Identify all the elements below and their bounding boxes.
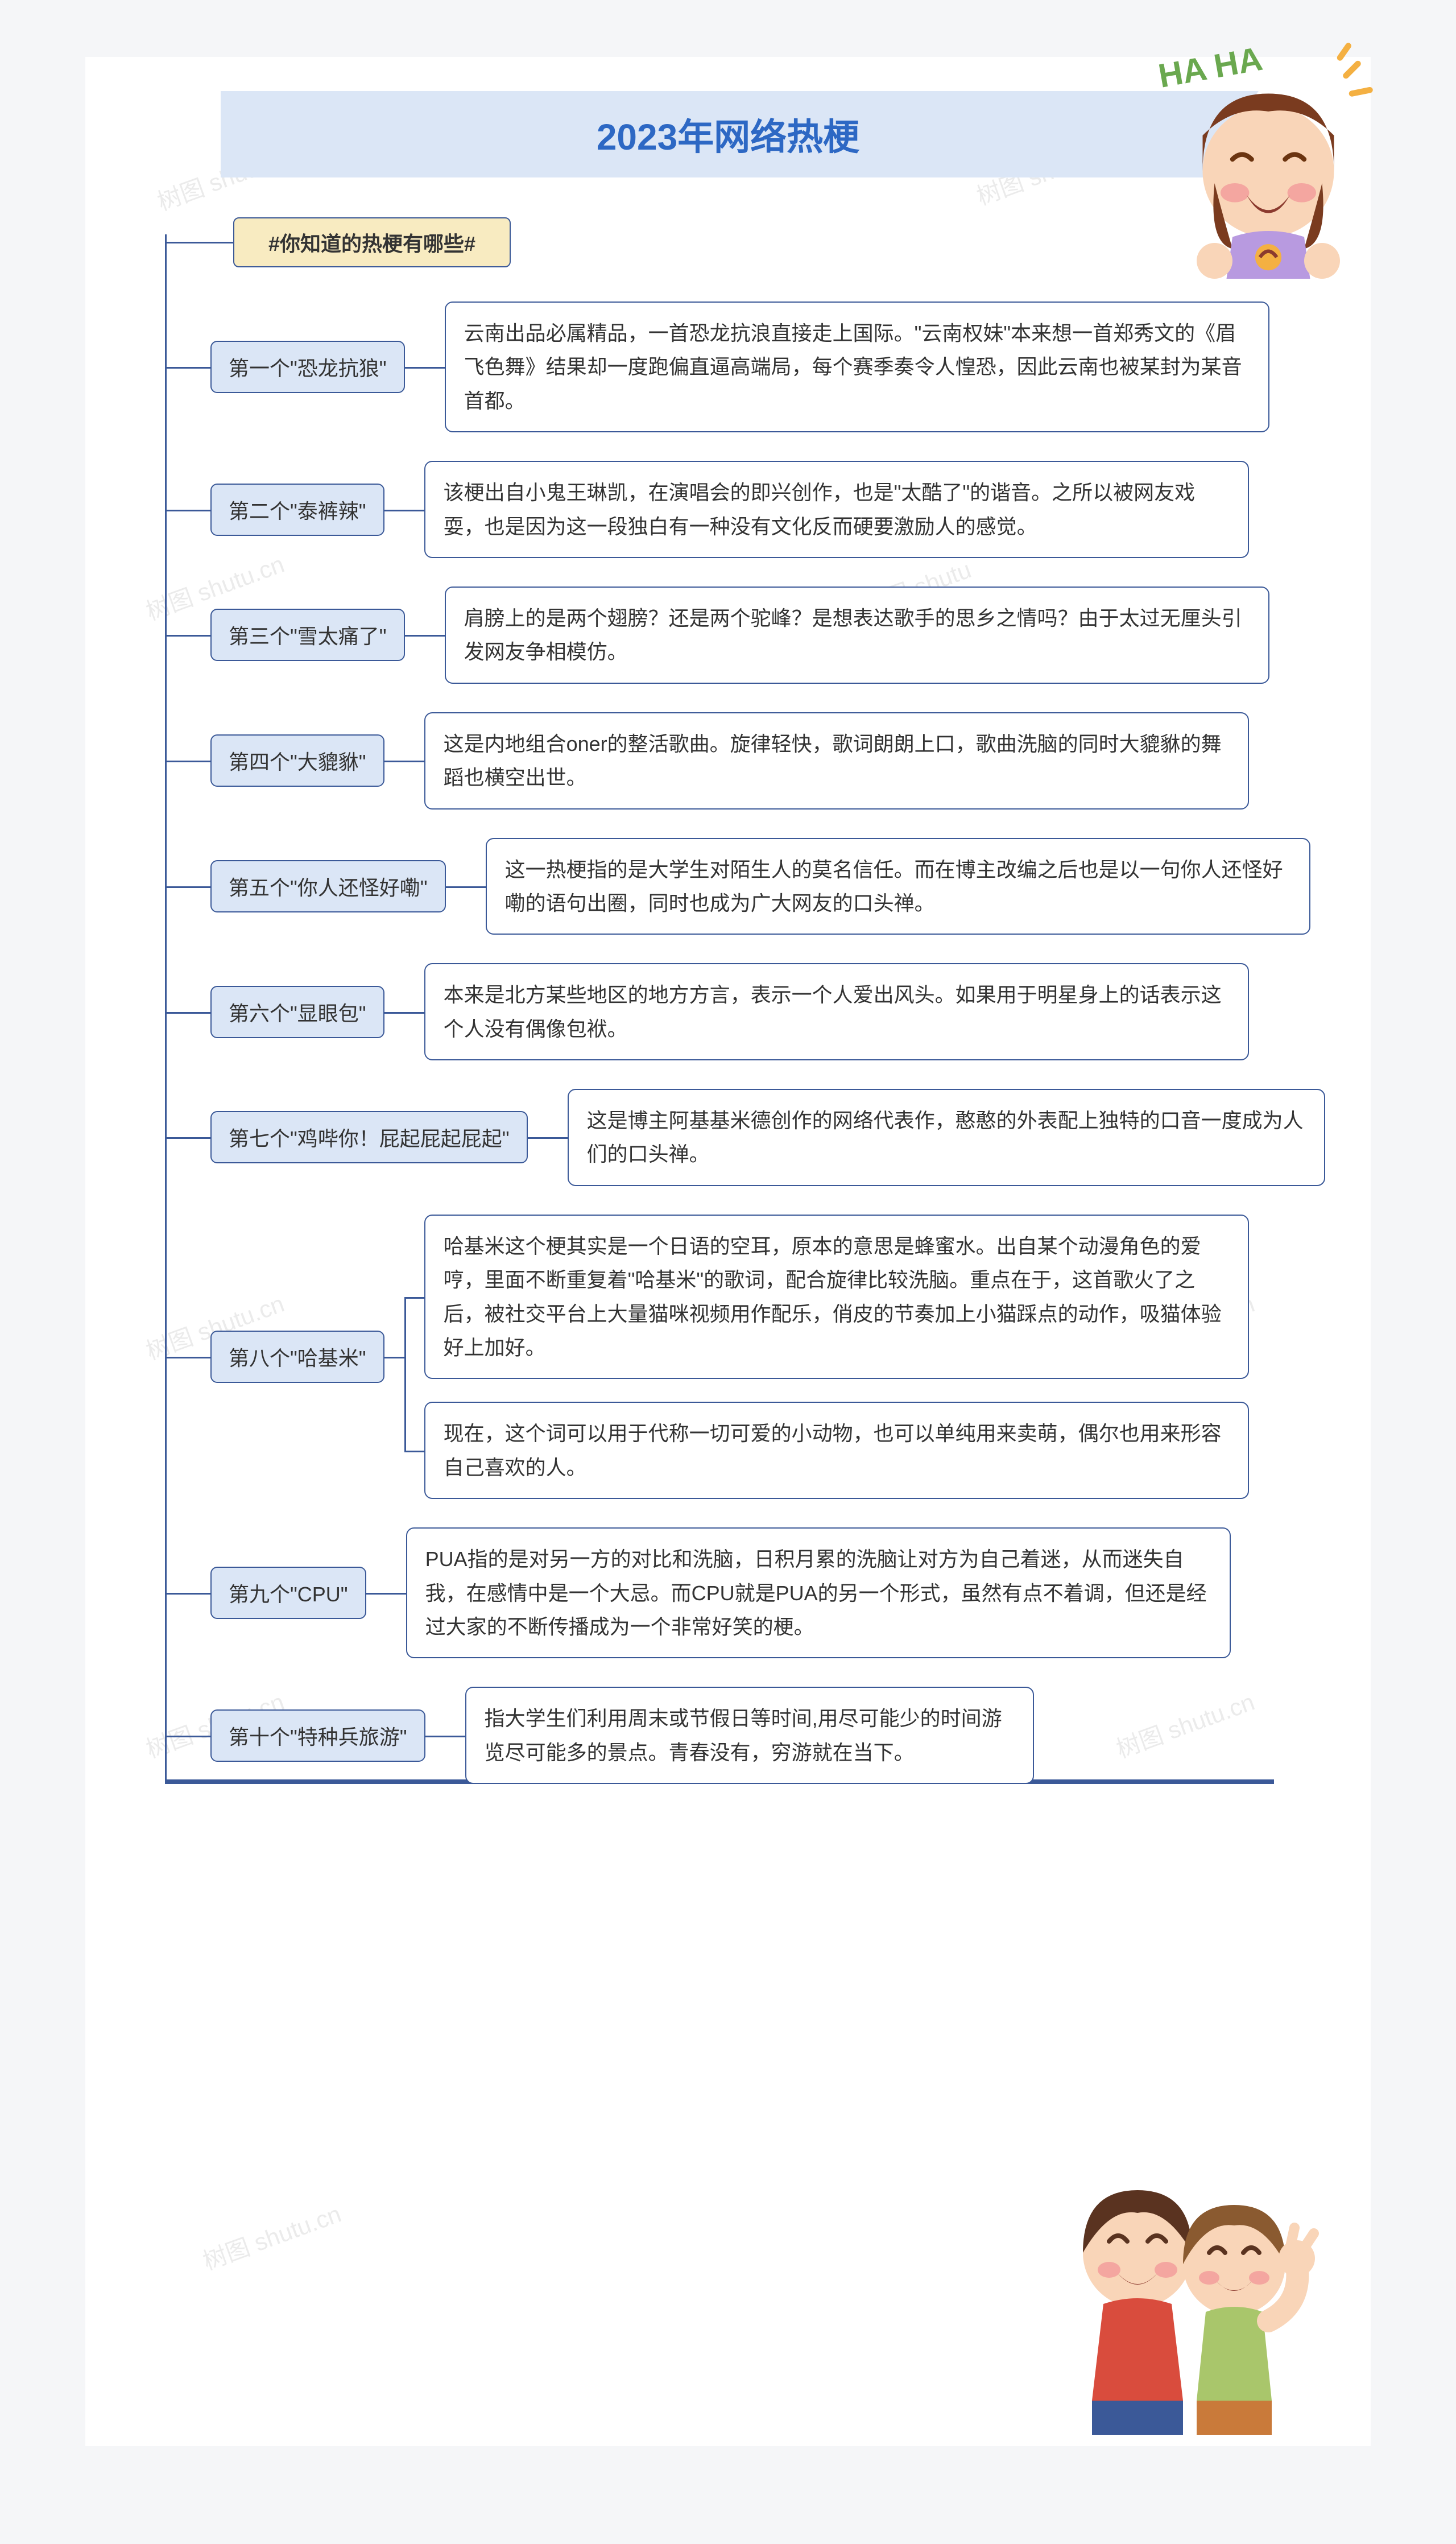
desc-column: 肩膀上的是两个翅膀？还是两个驼峰？是想表达歌手的思乡之情吗？由于太过无厘头引发网… xyxy=(445,587,1325,684)
desc-column: 本来是北方某些地区的地方方言，表示一个人爱出风头。如果用于明星身上的话表示这个人… xyxy=(424,963,1325,1060)
item-description: 云南出品必属精品，一首恐龙抗浪直接走上国际。"云南权妹"本来想一首郑秀文的《眉飞… xyxy=(445,302,1269,432)
desc-column: 哈基米这个梗其实是一个日语的空耳，原本的意思是蜂蜜水。出自某个动漫角色的爱哼，里… xyxy=(424,1215,1325,1499)
connector-line xyxy=(165,963,210,1060)
subtitle-box: #你知道的热梗有哪些# xyxy=(233,217,511,267)
item-description: 本来是北方某些地区的地方方言，表示一个人爱出风头。如果用于明星身上的话表示这个人… xyxy=(424,963,1249,1060)
watermark: 树图 shutu.cn xyxy=(197,2195,345,2277)
item-description: 该梗出自小鬼王琳凯，在演唱会的即兴创作，也是"太酷了"的谐音。之所以被网友戏耍，… xyxy=(424,461,1249,558)
item-label: 第五个"你人还怪好嘞" xyxy=(210,860,446,912)
connector-line xyxy=(366,1527,406,1658)
tree-item-row: 第七个"鸡哔你！屁起屁起屁起" 这是博主阿基基米德创作的网络代表作，憨憨的外表配上… xyxy=(176,1089,1325,1186)
tree-item-row: 第二个"泰裤辣" 该梗出自小鬼王琳凯，在演唱会的即兴创作，也是"太酷了"的谐音。之… xyxy=(176,461,1325,558)
tree-item-row: 第十个"特种兵旅游" 指大学生们利用周末或节假日等时间,用尽可能少的时间游览尽可能… xyxy=(176,1687,1325,1784)
item-label: 第四个"大貔貅" xyxy=(210,734,384,787)
item-description: 这是博主阿基基米德创作的网络代表作，憨憨的外表配上独特的口音一度成为人们的口头禅… xyxy=(568,1089,1325,1186)
item-label: 第九个"CPU" xyxy=(210,1567,366,1619)
item-label: 第七个"鸡哔你！屁起屁起屁起" xyxy=(210,1111,528,1163)
tree-item-row: 第四个"大貔貅" 这是内地组合oner的整活歌曲。旋律轻快，歌词朗朗上口，歌曲洗脑… xyxy=(176,712,1325,810)
connector-line xyxy=(405,587,445,684)
item-label: 第一个"恐龙抗狼" xyxy=(210,341,405,393)
item-description: PUA指的是对另一方的对比和洗脑，日积月累的洗脑让对方为自己着迷，从而迷失自我，… xyxy=(406,1527,1231,1658)
desc-column: 这是内地组合oner的整活歌曲。旋律轻快，歌词朗朗上口，歌曲洗脑的同时大貔貅的舞… xyxy=(424,712,1325,810)
connector-line xyxy=(165,587,210,684)
desc-column: 该梗出自小鬼王琳凯，在演唱会的即兴创作，也是"太酷了"的谐音。之所以被网友戏耍，… xyxy=(424,461,1325,558)
connector-line xyxy=(384,712,424,810)
tree-item-row: 第一个"恐龙抗狼" 云南出品必属精品，一首恐龙抗浪直接走上国际。"云南权妹"本来想… xyxy=(176,302,1325,432)
svg-text:HA HA: HA HA xyxy=(1156,40,1265,95)
connector-line xyxy=(528,1089,568,1186)
desc-column: PUA指的是对另一方的对比和洗脑，日积月累的洗脑让对方为自己着迷，从而迷失自我，… xyxy=(406,1527,1325,1658)
item-description: 肩膀上的是两个翅膀？还是两个驼峰？是想表达歌手的思乡之情吗？由于太过无厘头引发网… xyxy=(445,587,1269,684)
page-title: 2023年网络热梗 xyxy=(597,117,859,158)
connector-line xyxy=(165,242,233,243)
item-description: 这一热梗指的是大学生对陌生人的莫名信任。而在博主改编之后也是以一句你人还怪好嘞的… xyxy=(486,838,1310,935)
laughing-girl-illustration: HA HA xyxy=(1149,40,1388,279)
connector-line xyxy=(384,1215,424,1499)
connector-line xyxy=(425,1687,465,1784)
item-label: 第十个"特种兵旅游" xyxy=(210,1709,425,1762)
tree-item-row: 第八个"哈基米" 哈基米这个梗其实是一个日语的空耳，原本的意思是蜂蜜水。出自某个动… xyxy=(176,1215,1325,1499)
connector-line xyxy=(165,838,210,935)
desc-column: 云南出品必属精品，一首恐龙抗浪直接走上国际。"云南权妹"本来想一首郑秀文的《眉飞… xyxy=(445,302,1325,432)
connector-line xyxy=(165,461,210,558)
connector-line xyxy=(384,963,424,1060)
connector-line xyxy=(165,712,210,810)
item-label: 第三个"雪太痛了" xyxy=(210,609,405,661)
item-label: 第六个"显眼包" xyxy=(210,986,384,1038)
tree-item-row: 第九个"CPU" PUA指的是对另一方的对比和洗脑，日积月累的洗脑让对方为自己着迷… xyxy=(176,1527,1325,1658)
tree-item-row: 第三个"雪太痛了" 肩膀上的是两个翅膀？还是两个驼峰？是想表达歌手的思乡之情吗？由… xyxy=(176,587,1325,684)
desc-column: 指大学生们利用周末或节假日等时间,用尽可能少的时间游览尽可能多的景点。青春没有，… xyxy=(465,1687,1325,1784)
item-description: 哈基米这个梗其实是一个日语的空耳，原本的意思是蜂蜜水。出自某个动漫角色的爱哼，里… xyxy=(424,1215,1249,1380)
connector-line xyxy=(384,461,424,558)
tree-item-row: 第五个"你人还怪好嘞" 这一热梗指的是大学生对陌生人的莫名信任。而在博主改编之后也… xyxy=(176,838,1325,935)
tree-content: #你知道的热梗有哪些# 第一个"恐龙抗狼" 云南出品必属精品，一首恐龙抗浪直接走上… xyxy=(131,217,1325,1784)
desc-column: 这一热梗指的是大学生对陌生人的莫名信任。而在博主改编之后也是以一句你人还怪好嘞的… xyxy=(486,838,1325,935)
connector-line xyxy=(165,302,210,432)
item-description: 指大学生们利用周末或节假日等时间,用尽可能少的时间游览尽可能多的景点。青春没有，… xyxy=(465,1687,1034,1784)
canvas: 树图 shutu.cn 树图 shutu 树图 shutu.cn 树图 shut… xyxy=(85,57,1371,2446)
item-label: 第二个"泰裤辣" xyxy=(210,484,384,536)
connector-line xyxy=(405,302,445,432)
title-bar: 2023年网络热梗 xyxy=(221,91,1236,177)
connector-line xyxy=(165,1527,210,1658)
item-description: 现在，这个词可以用于代称一切可爱的小动物，也可以单纯用来卖萌，偶尔也用来形容自己… xyxy=(424,1402,1249,1499)
connector-line xyxy=(165,1089,210,1186)
item-label: 第八个"哈基米" xyxy=(210,1331,384,1383)
tree-item-row: 第六个"显眼包" 本来是北方某些地区的地方方言，表示一个人爱出风头。如果用于明星身… xyxy=(176,963,1325,1060)
connector-line xyxy=(165,1687,210,1784)
item-description: 这是内地组合oner的整活歌曲。旋律轻快，歌词朗朗上口，歌曲洗脑的同时大貔貅的舞… xyxy=(424,712,1249,810)
connector-line xyxy=(165,1215,210,1499)
connector-line xyxy=(446,838,486,935)
two-kids-illustration xyxy=(1041,2139,1337,2435)
desc-column: 这是博主阿基基米德创作的网络代表作，憨憨的外表配上独特的口音一度成为人们的口头禅… xyxy=(568,1089,1325,1186)
